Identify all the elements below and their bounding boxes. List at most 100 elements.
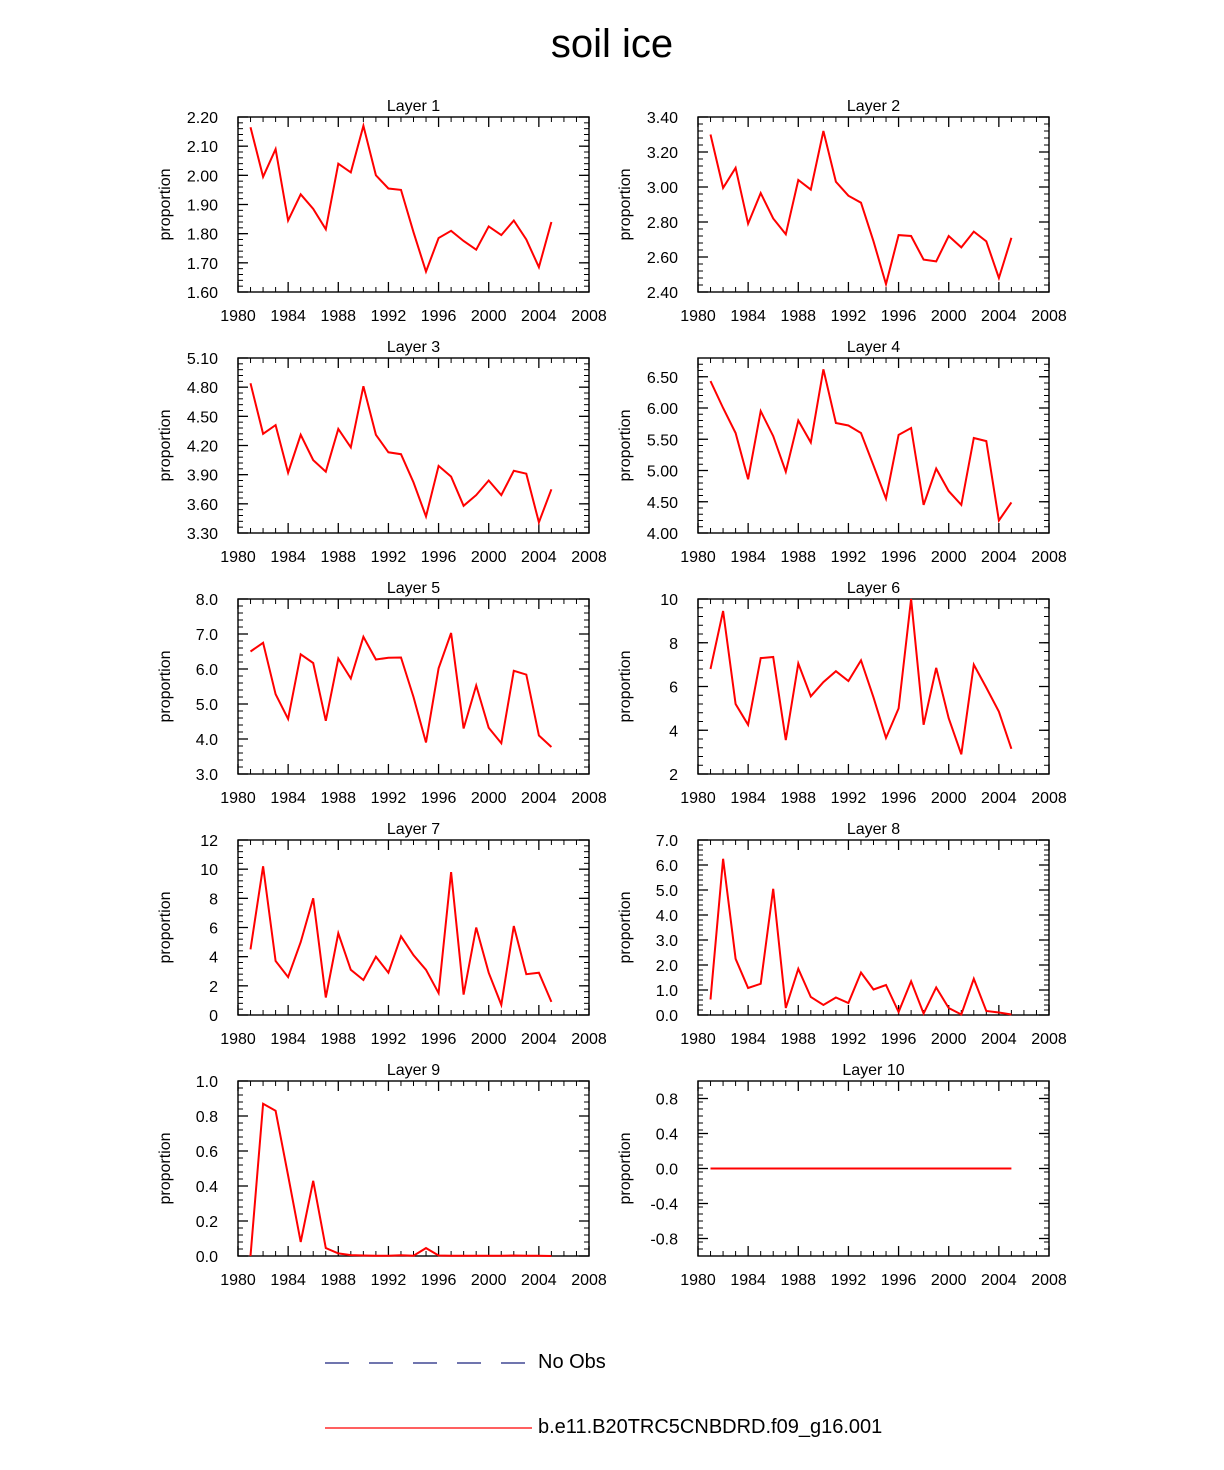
y-tick-label: 0.0 xyxy=(656,1008,678,1025)
y-tick-label: 6.0 xyxy=(196,662,218,679)
series-line xyxy=(249,632,553,748)
y-tick-label: 3.30 xyxy=(187,526,218,543)
y-tick-label: -0.4 xyxy=(650,1197,678,1214)
x-tick-label: 2008 xyxy=(1031,1272,1067,1289)
plot-frame xyxy=(697,839,1050,1016)
x-tick-label: 2000 xyxy=(931,790,967,807)
chart-panel: 1980 1984 1988 1992 1996 2000 2004 2008 0 2 4 6 8 10 1… xyxy=(157,821,607,1048)
y-tick-label: 6 xyxy=(669,680,678,697)
x-tick-label: 1992 xyxy=(831,790,867,807)
x-tick-label: 2004 xyxy=(981,1272,1017,1289)
x-tick-label: 1988 xyxy=(780,549,816,566)
x-tick-label: 2000 xyxy=(931,549,967,566)
plot-frame xyxy=(237,839,590,1016)
x-tick-label: 1996 xyxy=(421,308,457,325)
y-tick-label: 4.00 xyxy=(647,526,678,543)
panel-title: Layer 3 xyxy=(387,339,440,356)
y-tick-label: 3.0 xyxy=(196,767,218,784)
y-tick-label: 3.90 xyxy=(187,468,218,485)
x-tick-label: 2008 xyxy=(1031,1031,1067,1048)
y-tick-label: 8 xyxy=(209,891,218,908)
chart-panel: 1980 1984 1988 1992 1996 2000 2004 2008 0.0 1.0 2.… xyxy=(617,821,1067,1048)
x-tick-label: 2004 xyxy=(521,308,557,325)
chart-panel: 1980 1984 1988 1992 1996 2000 2004 2008 2 4 6 8 10 La… xyxy=(617,580,1067,807)
y-axis-label: proportion xyxy=(157,1132,174,1204)
panel-title: Layer 5 xyxy=(387,580,440,597)
y-tick-label: 4.0 xyxy=(656,908,678,925)
x-tick-label: 2004 xyxy=(521,1031,557,1048)
y-tick-label: 4 xyxy=(209,950,218,967)
y-tick-label: 8 xyxy=(669,636,678,653)
y-tick-label: 1.90 xyxy=(187,198,218,215)
y-tick-label: 1.80 xyxy=(187,227,218,244)
x-tick-label: 1980 xyxy=(680,790,716,807)
panel-title: Layer 9 xyxy=(387,1062,440,1079)
x-tick-label: 1980 xyxy=(220,549,256,566)
y-tick-label: 3.60 xyxy=(187,497,218,514)
series-line xyxy=(249,1102,552,1257)
y-axis-label: proportion xyxy=(617,1132,634,1204)
y-axis-label: proportion xyxy=(157,650,174,722)
x-tick-label: 2008 xyxy=(571,1031,607,1048)
x-tick-label: 2004 xyxy=(521,790,557,807)
plot-frame xyxy=(237,357,590,534)
x-tick-label: 1988 xyxy=(780,308,816,325)
y-tick-label: 4.0 xyxy=(196,732,218,749)
x-tick-label: 1996 xyxy=(881,308,917,325)
y-tick-label: 6.50 xyxy=(647,370,678,387)
chart-panel: 1980 1984 1988 1992 1996 2000 2004 2008 2.40 2.60… xyxy=(617,98,1067,325)
x-tick-label: 1980 xyxy=(680,308,716,325)
chart-panel: 1980 1984 1988 1992 1996 2000 2004 2008 1.60 1.70… xyxy=(157,98,607,325)
y-tick-label: 7.0 xyxy=(656,833,678,850)
x-tick-label: 1988 xyxy=(320,308,356,325)
x-tick-label: 2000 xyxy=(931,1272,967,1289)
panel-title: Layer 2 xyxy=(847,98,900,115)
plot-frame xyxy=(697,116,1050,293)
series-line xyxy=(249,866,553,1009)
x-tick-label: 1992 xyxy=(831,549,867,566)
y-tick-label: 5.00 xyxy=(647,464,678,481)
x-tick-label: 2000 xyxy=(471,549,507,566)
x-tick-label: 1984 xyxy=(730,308,766,325)
y-axis-label: proportion xyxy=(617,891,634,963)
y-tick-label: 2.20 xyxy=(187,110,218,127)
panel-title: Layer 1 xyxy=(387,98,440,115)
x-tick-label: 2000 xyxy=(931,308,967,325)
plot-frame xyxy=(237,116,590,293)
chart-panel: 1980 1984 1988 1992 1996 2000 2004 2008 4.00 4.50… xyxy=(617,339,1067,566)
plot-frame xyxy=(697,598,1050,775)
x-tick-label: 1988 xyxy=(780,1272,816,1289)
y-axis-label: proportion xyxy=(617,168,634,240)
y-tick-label: 7.0 xyxy=(196,627,218,644)
x-tick-label: 1996 xyxy=(421,549,457,566)
x-tick-label: 1992 xyxy=(371,549,407,566)
y-tick-label: 5.10 xyxy=(187,351,218,368)
y-tick-label: 3.20 xyxy=(647,145,678,162)
series-line xyxy=(709,858,1012,1017)
x-tick-label: 1984 xyxy=(730,1031,766,1048)
y-tick-label: 5.0 xyxy=(656,883,678,900)
x-tick-label: 1992 xyxy=(831,1272,867,1289)
x-tick-label: 2008 xyxy=(1031,790,1067,807)
x-tick-label: 1992 xyxy=(371,1272,407,1289)
panel-title: Layer 6 xyxy=(847,580,900,597)
y-tick-label: 12 xyxy=(200,833,218,850)
y-tick-label: 3.00 xyxy=(647,180,678,197)
x-tick-label: 1980 xyxy=(680,549,716,566)
y-tick-label: 2.60 xyxy=(647,250,678,267)
y-axis-label: proportion xyxy=(157,891,174,963)
x-tick-label: 2000 xyxy=(471,308,507,325)
y-axis-label: proportion xyxy=(617,409,634,481)
page-title: soil ice xyxy=(550,22,674,66)
x-tick-label: 2000 xyxy=(471,1272,507,1289)
x-tick-label: 2008 xyxy=(1031,308,1067,325)
y-tick-label: 0.4 xyxy=(196,1179,218,1196)
y-tick-label: 2.0 xyxy=(656,958,678,975)
x-tick-label: 2000 xyxy=(471,1031,507,1048)
chart-panel: 1980 1984 1988 1992 1996 2000 2004 2008 0.0 0.2 0.… xyxy=(157,1062,607,1289)
x-tick-label: 2008 xyxy=(571,308,607,325)
y-tick-label: 0.8 xyxy=(196,1109,218,1126)
x-tick-label: 1996 xyxy=(881,1031,917,1048)
x-tick-label: 1992 xyxy=(371,790,407,807)
